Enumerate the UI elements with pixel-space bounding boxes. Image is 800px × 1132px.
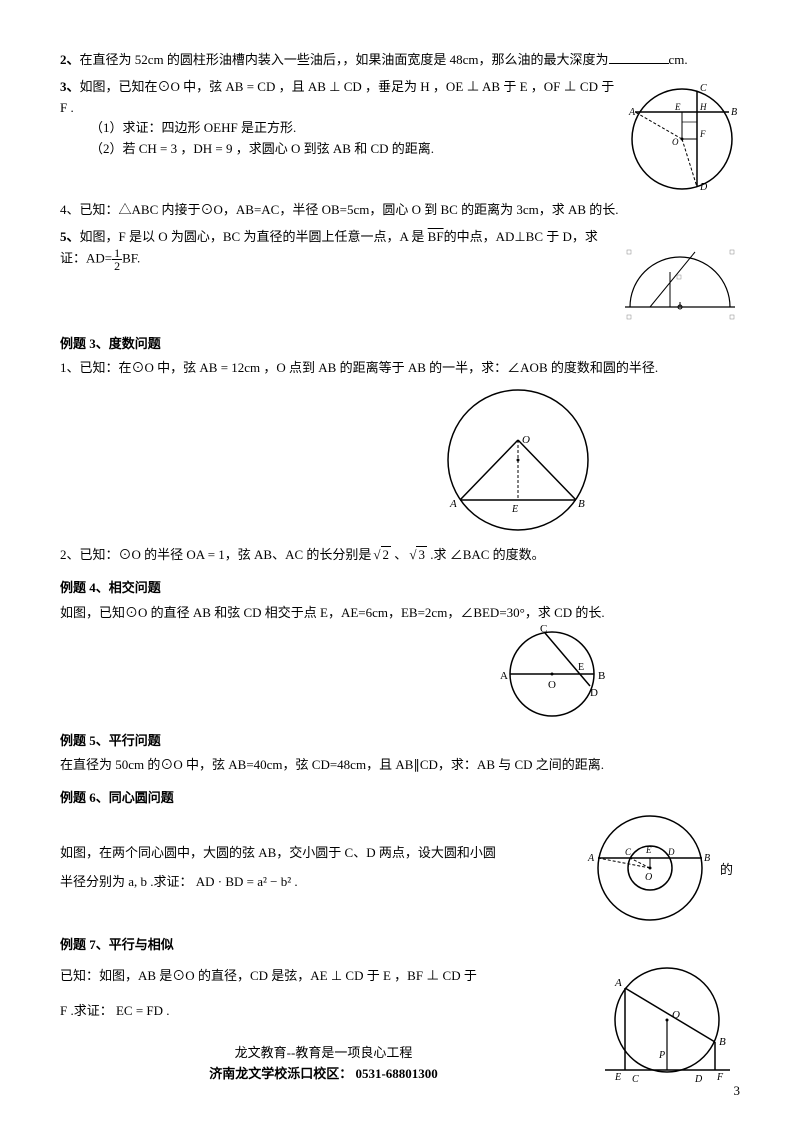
ex6-row: 如图，在两个同心圆中，大圆的弦 AB，交小圆于 C、D 两点，设大圆和小圆 半径… — [60, 813, 740, 923]
ex7-text: 已知：如图，AB 是⊙O 的直径，CD 是弦，AE ⊥ CD 于 E ，BF ⊥… — [60, 960, 587, 1085]
ex4-title: 例题 4、相交问题 — [60, 578, 740, 599]
figure-ex4: A B C D E O — [490, 624, 740, 719]
footer: 龙文教育--教育是一项良心工程 济南龙文学校泺口校区： 0531-6880130… — [60, 1043, 587, 1085]
figure-ex6: A B C D E O — [580, 813, 720, 923]
prob-num: 5、 — [60, 229, 80, 244]
svg-text:B: B — [598, 670, 605, 682]
t2: .求 ∠BAC 的度数。 — [427, 547, 545, 562]
t3: BF. — [122, 251, 140, 266]
sub1: （1）求证：四边形 OEHF 是正方形. — [60, 118, 617, 139]
figure-5 — [620, 247, 740, 322]
sqrt3: 3 — [407, 545, 427, 566]
l2: 半径分别为 a, b .求证： AD · BD = a² − b² . — [60, 872, 572, 893]
problem-3-text: 3、如图，已知在⊙O 中，弦 AB = CD ，且 AB ⊥ CD ，垂足为 H… — [60, 77, 617, 160]
svg-text:P: P — [658, 1050, 665, 1061]
svg-text:O: O — [645, 872, 652, 883]
fraction: 12 — [112, 247, 122, 272]
svg-text:E: E — [674, 102, 681, 112]
svg-text:E: E — [645, 845, 652, 855]
svg-text:C: C — [700, 83, 707, 94]
arc: BF — [428, 229, 444, 244]
ex4-row: 如图，已知⊙O 的直径 AB 和弦 CD 相交于点 E，AE=6cm，EB=2c… — [60, 603, 740, 624]
problem-5-row: 5、如图，F 是以 O 为圆心，BC 为直径的半圆上任意一点，A 是 BF的中点… — [60, 227, 740, 322]
svg-text:O: O — [672, 137, 679, 147]
figure-ex3: O A B E — [440, 385, 740, 535]
svg-text:B: B — [719, 1036, 726, 1048]
prob-num: 3、 — [60, 79, 80, 94]
svg-text:D: D — [694, 1074, 703, 1085]
svg-text:F: F — [716, 1072, 724, 1083]
t: 2、已知：⊙O 的半径 OA = 1，弦 AB、AC 的长分别是 — [60, 547, 371, 562]
problem-5-text: 5、如图，F 是以 O 为圆心，BC 为直径的半圆上任意一点，A 是 BF的中点… — [60, 227, 612, 273]
l1b: 的 — [720, 856, 740, 881]
prob-num: 2、 — [60, 52, 80, 67]
l1a: 如图，在两个同心圆中，大圆的弦 AB，交小圆于 C、D 两点，设大圆和小圆 — [60, 843, 496, 864]
svg-text:A: A — [628, 107, 636, 118]
svg-text:A: A — [614, 977, 622, 989]
prob-text: 已知：△ABC 内接于⊙O，AB=AC，半径 OB=5cm，圆心 O 到 BC … — [80, 202, 619, 217]
svg-text:B: B — [578, 498, 585, 510]
problem-3-row: 3、如图，已知在⊙O 中，弦 AB = CD ，且 AB ⊥ CD ，垂足为 H… — [60, 77, 740, 192]
svg-text:F: F — [699, 129, 706, 139]
sub2: （2）若 CH = 3 ，DH = 9 ，求圆心 O 到弦 AB 和 CD 的距… — [60, 139, 617, 160]
ex5-text: 在直径为 50cm 的⊙O 中，弦 AB=40cm，弦 CD=48cm，且 AB… — [60, 755, 740, 776]
ex6-text: 如图，在两个同心圆中，大圆的弦 AB，交小圆于 C、D 两点，设大圆和小圆 半径… — [60, 843, 572, 893]
page-number: 3 — [734, 1081, 741, 1102]
svg-text:O: O — [522, 434, 530, 446]
svg-text:E: E — [614, 1072, 621, 1083]
ex5-title: 例题 5、平行问题 — [60, 731, 740, 752]
prob-text: 如图，已知在⊙O 中，弦 AB = CD ，且 AB ⊥ CD ，垂足为 H ，… — [60, 79, 614, 115]
ex7-row: 已知：如图，AB 是⊙O 的直径，CD 是弦，AE ⊥ CD 于 E ，BF ⊥… — [60, 960, 740, 1095]
l1: 已知：如图，AB 是⊙O 的直径，CD 是弦，AE ⊥ CD 于 E ，BF ⊥… — [60, 966, 587, 987]
prob-text: 在直径为 52cm 的圆柱形油槽内装入一些油后，，如果油面宽度是 48cm，那么… — [80, 52, 609, 67]
svg-text:A: A — [449, 498, 457, 510]
problem-4: 4、已知：△ABC 内接于⊙O，AB=AC，半径 OB=5cm，圆心 O 到 B… — [60, 200, 740, 221]
ex6-title: 例题 6、同心圆问题 — [60, 788, 740, 809]
svg-text:B: B — [704, 853, 710, 864]
ex3-q2: 2、已知：⊙O 的半径 OA = 1，弦 AB、AC 的长分别是2 、3 .求 … — [60, 545, 740, 566]
svg-text:E: E — [511, 504, 518, 515]
figure-3: A B C D E F H O — [625, 77, 740, 192]
svg-text:D: D — [699, 182, 708, 192]
svg-text:O: O — [548, 679, 556, 691]
svg-text:C: C — [632, 1074, 639, 1085]
footer-line1: 龙文教育--教育是一项良心工程 — [60, 1043, 587, 1064]
l2: F .求证： EC = FD . — [60, 1001, 587, 1022]
blank-field — [609, 50, 669, 64]
svg-text:C: C — [625, 847, 632, 857]
svg-text:A: A — [500, 670, 508, 682]
prob-num: 4、 — [60, 202, 80, 217]
svg-text:H: H — [699, 102, 707, 112]
svg-text:A: A — [587, 853, 595, 864]
ex3-q1: 1、已知：在⊙O 中，弦 AB = 12cm ，O 点到 AB 的距离等于 AB… — [60, 358, 740, 379]
ex7-title: 例题 7、平行与相似 — [60, 935, 740, 956]
prob-tail: cm. — [669, 52, 688, 67]
svg-text:O: O — [672, 1009, 680, 1021]
svg-text:C: C — [540, 624, 547, 635]
ex4-text: 如图，已知⊙O 的直径 AB 和弦 CD 相交于点 E，AE=6cm，EB=2c… — [60, 603, 740, 624]
svg-text:B: B — [731, 107, 737, 118]
sqrt2: 2 — [371, 545, 391, 566]
svg-text:D: D — [590, 687, 598, 699]
svg-text:D: D — [667, 847, 675, 857]
footer-line2: 济南龙文学校泺口校区： 0531-68801300 — [60, 1064, 587, 1085]
svg-text:E: E — [578, 662, 584, 673]
m: 、 — [391, 547, 407, 562]
problem-2: 2、在直径为 52cm 的圆柱形油槽内装入一些油后，，如果油面宽度是 48cm，… — [60, 50, 740, 71]
t1: 如图，F 是以 O 为圆心，BC 为直径的半圆上任意一点，A 是 — [80, 229, 428, 244]
ex3-title: 例题 3、度数问题 — [60, 334, 740, 355]
figure-ex7: A B C D E F O P — [595, 960, 740, 1095]
